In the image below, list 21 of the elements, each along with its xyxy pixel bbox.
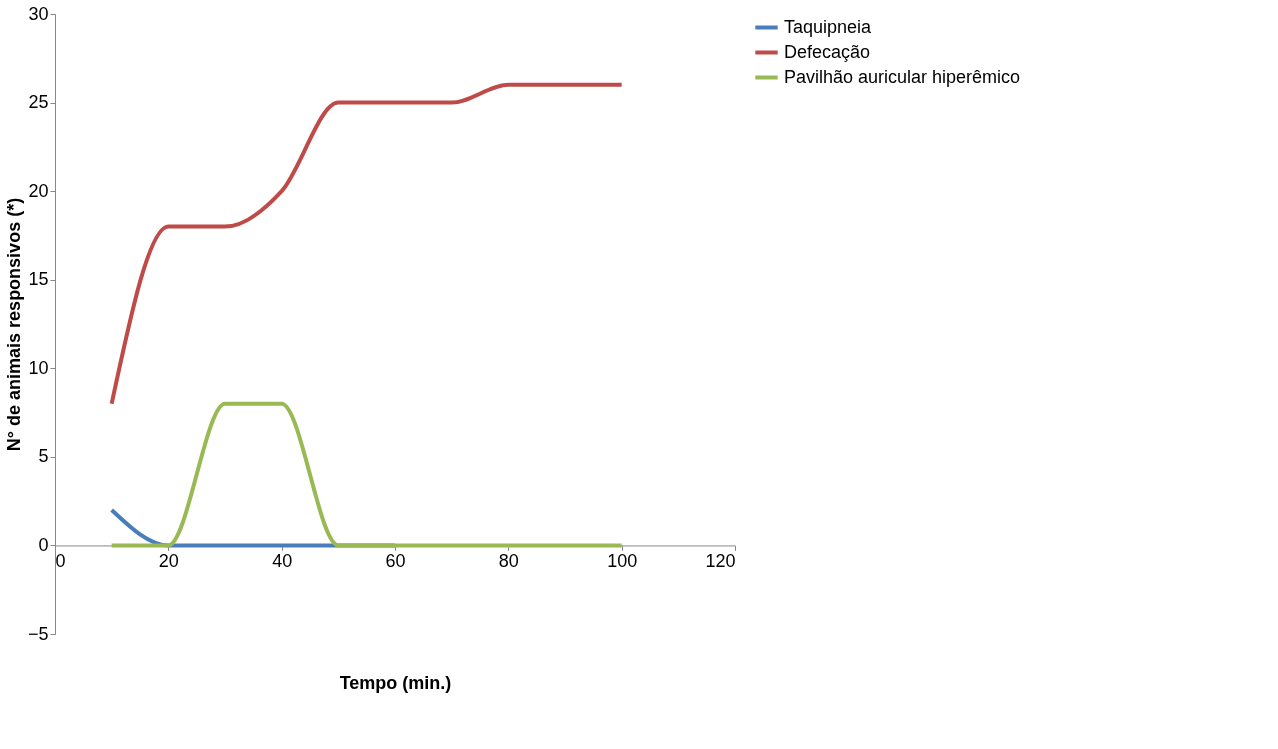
y-tick-label: 0 xyxy=(38,534,49,555)
legend-label: Pavilhão auricular hiperêmico xyxy=(784,66,1021,87)
x-tick-label: 80 xyxy=(498,550,519,571)
y-axis-title: N° de animais responsivos (*) xyxy=(3,197,24,452)
y-tick-label: 15 xyxy=(28,269,49,290)
x-tick-label: 60 xyxy=(385,550,406,571)
y-tick-label: 30 xyxy=(28,3,49,24)
line-series xyxy=(109,82,624,406)
y-tick-label: 25 xyxy=(28,92,49,113)
x-tick-label: 40 xyxy=(272,550,293,571)
y-tick-label: 5 xyxy=(38,446,49,467)
x-tick-label: 20 xyxy=(158,550,179,571)
x-tick-label: 120 xyxy=(705,550,736,571)
y-tick-label: 20 xyxy=(28,180,49,201)
y-tick-label: −5 xyxy=(27,623,49,644)
x-axis-title: Tempo (min.) xyxy=(339,672,452,693)
legend-label: Defecação xyxy=(784,41,871,62)
x-tick-label: 100 xyxy=(607,550,638,571)
legend-label: Taquipneia xyxy=(784,16,873,37)
x-tick-label: 0 xyxy=(55,550,66,571)
y-tick-label: 10 xyxy=(28,357,49,378)
